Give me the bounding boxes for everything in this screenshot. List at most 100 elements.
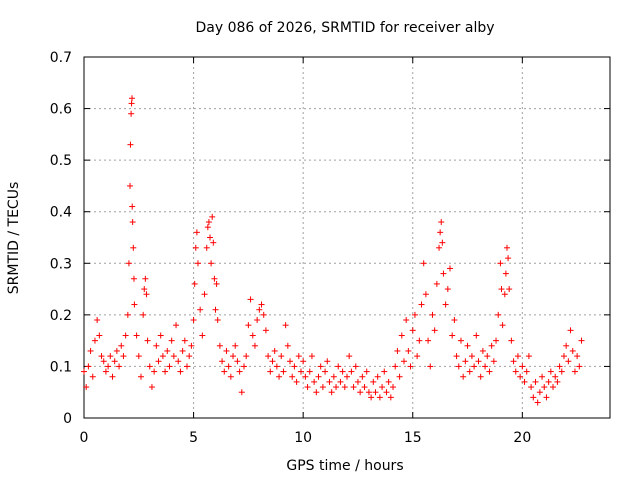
data-point [381, 368, 388, 375]
data-point [287, 358, 294, 365]
data-point [370, 378, 377, 385]
data-point [282, 322, 289, 329]
data-point [201, 291, 208, 298]
y-tick-label: 0 [63, 411, 72, 427]
data-point [525, 353, 532, 360]
data-point [501, 291, 508, 298]
data-point [213, 280, 220, 287]
axes [83, 56, 611, 419]
data-point [219, 358, 226, 365]
data-point [267, 368, 274, 375]
data-point [128, 100, 135, 107]
data-point [365, 389, 372, 396]
data-point [493, 337, 500, 344]
data-point [204, 224, 211, 231]
data-point [302, 373, 309, 380]
data-point [295, 353, 302, 360]
data-points [81, 95, 585, 406]
data-point [208, 260, 215, 267]
data-point [563, 342, 570, 349]
data-point [337, 378, 344, 385]
data-point [409, 327, 416, 334]
x-tick-labels: 0 5 10 15 20 [80, 430, 532, 446]
data-point [429, 311, 436, 318]
y-tick-label: 0.3 [50, 256, 72, 272]
data-point [209, 213, 216, 220]
data-point [212, 306, 219, 313]
data-point [517, 373, 524, 380]
data-point [118, 342, 125, 349]
data-point [254, 317, 261, 324]
data-point [273, 363, 280, 370]
data-point [444, 286, 451, 293]
data-point [194, 260, 201, 267]
data-point [249, 332, 256, 339]
data-point [363, 368, 370, 375]
data-point [578, 337, 585, 344]
data-point [457, 337, 464, 344]
x-tick-label: 0 [80, 430, 89, 446]
data-point [510, 358, 517, 365]
data-point [462, 358, 469, 365]
data-point [418, 301, 425, 308]
data-point [495, 311, 502, 318]
data-point [203, 244, 210, 251]
data-point [530, 394, 537, 401]
data-point [128, 95, 135, 102]
data-point [523, 368, 530, 375]
data-point [280, 368, 287, 375]
data-point [536, 389, 543, 396]
data-point [477, 373, 484, 380]
data-point [398, 332, 405, 339]
data-point [539, 373, 546, 380]
data-point [111, 358, 118, 365]
data-point [512, 368, 519, 375]
data-point [122, 332, 129, 339]
data-point [407, 363, 414, 370]
data-point [571, 368, 578, 375]
data-point [505, 255, 512, 262]
data-point [543, 394, 550, 401]
data-point [433, 280, 440, 287]
data-point [519, 363, 526, 370]
data-point [284, 342, 291, 349]
data-point [81, 368, 87, 375]
data-point [508, 337, 515, 344]
y-tick-label: 0.7 [50, 50, 72, 66]
data-point [98, 353, 105, 360]
data-point [387, 394, 394, 401]
data-point [390, 384, 397, 391]
data-point [502, 270, 509, 277]
data-point [414, 353, 421, 360]
data-point [129, 219, 136, 226]
data-point [186, 353, 193, 360]
data-point [177, 368, 184, 375]
x-axis-label: GPS time / hours [286, 458, 403, 474]
data-point [262, 327, 269, 334]
data-point [107, 353, 114, 360]
data-point [532, 378, 539, 385]
data-point [128, 110, 135, 117]
data-point [199, 332, 206, 339]
data-point [322, 368, 329, 375]
data-point [394, 347, 401, 354]
data-point [350, 384, 357, 391]
data-point [120, 353, 127, 360]
data-point [437, 229, 444, 236]
data-point [486, 368, 493, 375]
data-point [306, 368, 313, 375]
plot-frame [83, 56, 611, 419]
data-point [234, 358, 241, 365]
data-point [96, 332, 103, 339]
data-point [192, 244, 199, 251]
data-point [497, 260, 504, 267]
data-point [556, 363, 563, 370]
data-point [89, 373, 96, 380]
data-point [558, 368, 565, 375]
data-point [311, 378, 318, 385]
data-point [144, 337, 151, 344]
data-point [190, 317, 197, 324]
data-point [359, 373, 366, 380]
data-point [425, 337, 432, 344]
data-point [451, 317, 458, 324]
